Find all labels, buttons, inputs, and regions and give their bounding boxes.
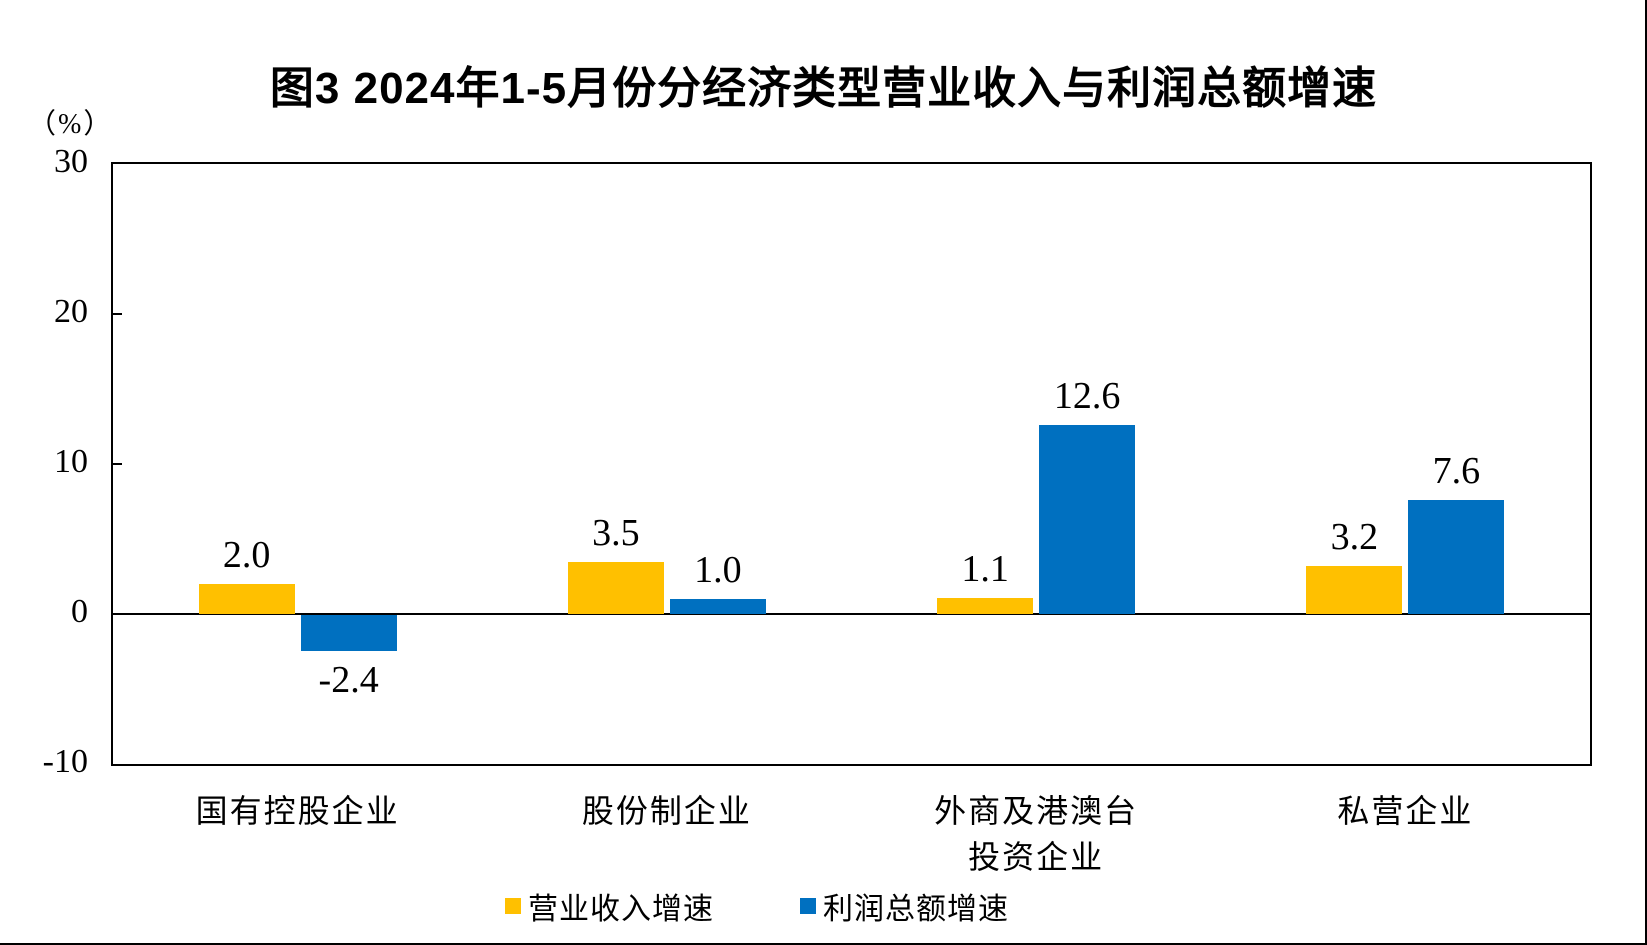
category-label: 股份制企业 — [581, 793, 752, 829]
legend-item-revenue: 营业收入增速 — [505, 884, 714, 928]
bar-value-label: 12.6 — [1053, 375, 1121, 417]
bar-value-label: 1.0 — [694, 549, 742, 591]
y-axis-unit-label: （%） — [28, 109, 114, 140]
category-label: 私营企业 — [1337, 793, 1474, 829]
y-tick-label: 10 — [54, 443, 88, 480]
y-tick-label: 30 — [54, 143, 88, 180]
chart-title: 图3 2024年1-5月份分经济类型营业收入与利润总额增速 — [269, 64, 1378, 113]
plot-area: 2.0 -2.4 3.5 1.0 1.1 12.6 3.2 7.6 — [111, 162, 1592, 766]
y-tick-mark — [113, 463, 122, 465]
category-label: 外商及港澳台 投资企业 — [934, 793, 1139, 875]
legend-item-profit: 利润总额增速 — [800, 884, 1009, 928]
bar-profit — [300, 615, 397, 651]
y-tick-label: 20 — [54, 293, 88, 330]
legend: 营业收入增速 利润总额增速 — [505, 884, 1009, 928]
page-bottom-border — [0, 943, 1647, 945]
zero-axis-line — [113, 613, 1590, 615]
y-tick-label: 0 — [71, 593, 88, 630]
y-tick-mark — [113, 313, 122, 315]
bar-revenue — [937, 597, 1034, 614]
bar-value-label: 1.1 — [961, 547, 1009, 590]
page-right-border — [1645, 0, 1647, 945]
bar-revenue — [567, 561, 664, 614]
legend-label-profit: 利润总额增速 — [823, 893, 1009, 926]
y-tick-label: -10 — [42, 743, 88, 780]
bar-value-label: -2.4 — [318, 659, 379, 701]
legend-label-revenue: 营业收入增速 — [528, 893, 714, 926]
bar-value-label: 3.5 — [592, 511, 640, 554]
legend-swatch-profit-icon — [800, 898, 816, 914]
legend-swatch-revenue-icon — [505, 898, 521, 914]
bar-revenue — [198, 584, 295, 614]
bar-profit — [1408, 500, 1505, 614]
bar-profit — [669, 599, 766, 614]
category-label: 国有控股企业 — [195, 793, 400, 829]
bar-value-label: 3.2 — [1330, 516, 1379, 558]
bar-value-label: 2.0 — [222, 534, 271, 576]
bar-revenue — [1306, 566, 1403, 614]
bar-profit — [1039, 425, 1136, 614]
bar-value-label: 7.6 — [1432, 450, 1481, 492]
